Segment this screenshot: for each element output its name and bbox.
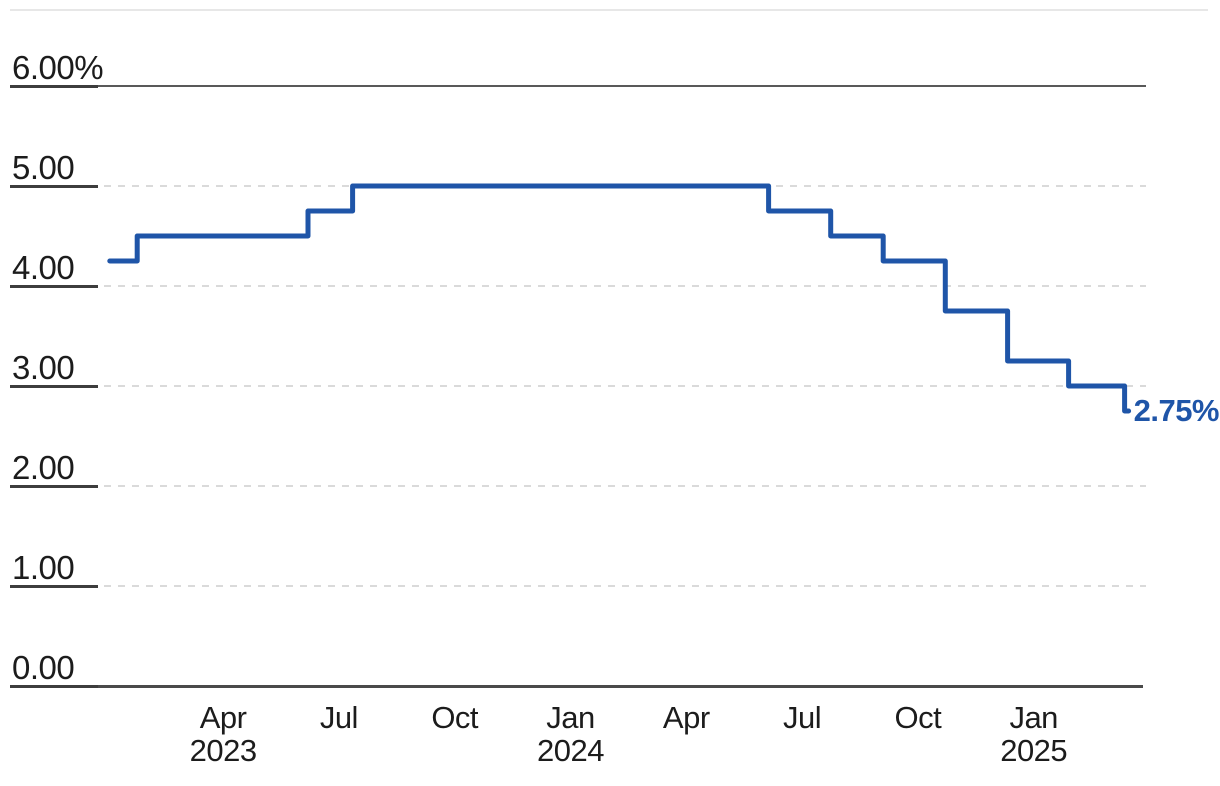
current-value-label: 2.75%: [1133, 393, 1220, 428]
x-tick-month-label: Apr: [199, 700, 247, 735]
top-divider-line: [10, 9, 1208, 11]
x-tick-month-label: Jul: [319, 700, 359, 735]
x-axis-baseline: [10, 685, 1143, 688]
y-tick-underline: [10, 184, 98, 188]
y-gridline-dashed: [104, 585, 1146, 587]
y-tick-label: 5.00: [12, 149, 75, 186]
x-tick-month-label: Jul: [783, 700, 822, 735]
y-gridline-solid: [10, 85, 1146, 87]
x-tick-year-label: 2023: [189, 733, 257, 768]
y-tick-label: 4.00: [12, 249, 75, 286]
rate-step-line: [107, 183, 1132, 414]
y-gridline-dashed: [104, 385, 1146, 387]
x-tick-month-label: Oct: [431, 700, 479, 735]
y-tick-label: 1.00: [12, 549, 75, 586]
y-tick-underline: [10, 84, 98, 88]
y-tick-underline: [10, 284, 98, 288]
y-tick-label: 0.00: [12, 649, 75, 686]
y-tick-label: 2.00: [12, 449, 75, 486]
x-tick-month-label: Oct: [894, 700, 942, 735]
y-tick-underline: [10, 484, 98, 488]
y-tick-label: 3.00: [12, 349, 75, 386]
x-tick-year-label: 2025: [1000, 733, 1068, 768]
y-tick-underline: [10, 584, 98, 588]
x-tick-month-label: Jan: [1009, 700, 1058, 735]
y-gridline-dashed: [104, 285, 1146, 287]
y-gridline-dashed: [104, 485, 1146, 487]
y-gridline-dashed: [104, 185, 1146, 187]
x-tick-year-label: 2024: [537, 733, 604, 768]
x-tick-month-label: Apr: [662, 700, 710, 735]
y-tick-underline: [10, 384, 98, 388]
x-tick-month-label: Jan: [546, 700, 595, 735]
y-tick-label: 6.00%: [12, 49, 104, 86]
y-tick-underline: [10, 684, 98, 688]
